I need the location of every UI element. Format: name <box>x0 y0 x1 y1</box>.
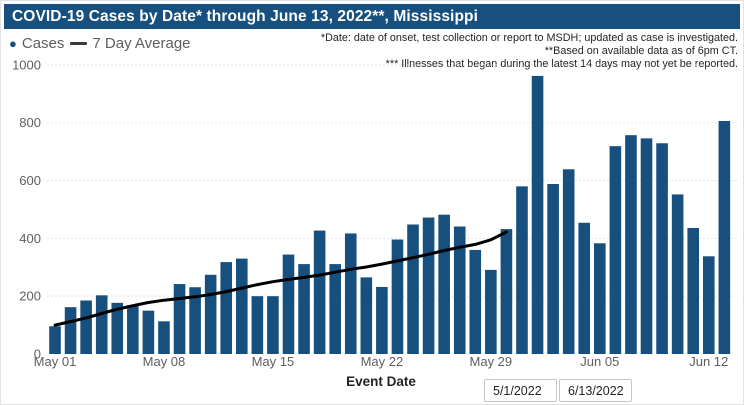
bar-May-24[interactable] <box>407 224 419 354</box>
bar-May-10[interactable] <box>189 287 201 354</box>
bar-May-19[interactable] <box>329 264 341 354</box>
legend-item-cases[interactable]: ● Cases <box>9 35 64 52</box>
bar-May-17[interactable] <box>298 264 310 354</box>
x-tick-label-May-29: May 29 <box>470 354 513 369</box>
bar-Jun-01[interactable] <box>531 75 544 354</box>
bar-May-26[interactable] <box>438 214 450 354</box>
average-line-icon <box>70 41 88 45</box>
bar-May-30[interactable] <box>500 229 513 354</box>
bar-May-11[interactable] <box>204 274 217 354</box>
legend-cases-label: Cases <box>21 34 65 52</box>
annotations: *Date: date of onset, test collection or… <box>321 32 738 70</box>
bar-May-05[interactable] <box>111 302 124 354</box>
bar-Jun-06[interactable] <box>609 146 622 354</box>
bar-May-09[interactable] <box>173 284 186 354</box>
bar-Jun-13[interactable] <box>718 121 731 354</box>
bar-Jun-03[interactable] <box>562 169 575 354</box>
bar-May-06[interactable] <box>127 305 139 354</box>
bar-May-22[interactable] <box>376 286 388 354</box>
bar-May-12[interactable] <box>220 262 233 354</box>
seven-day-average-line <box>53 230 508 327</box>
bar-May-18[interactable] <box>313 230 326 354</box>
x-tick-label-May-15: May 15 <box>252 354 295 369</box>
bar-May-08[interactable] <box>158 321 170 354</box>
bar-May-25[interactable] <box>422 217 435 354</box>
bar-Jun-11[interactable] <box>687 227 700 354</box>
x-tick-label-May-22: May 22 <box>361 354 404 369</box>
annotation-date-definition: *Date: date of onset, test collection or… <box>320 32 738 44</box>
bar-Jun-09[interactable] <box>656 143 668 354</box>
bar-May-03[interactable] <box>80 300 92 354</box>
title-bar: COVID-19 Cases by Date* through June 13,… <box>4 4 740 29</box>
bar-Jun-02[interactable] <box>547 184 559 354</box>
y-tick-label-0: 0 <box>34 347 41 362</box>
date-range-end-input[interactable] <box>559 379 632 402</box>
bar-May-23[interactable] <box>391 239 404 354</box>
x-tick-label-Jun-05: Jun 05 <box>580 354 619 369</box>
legend: ● Cases 7 Day Average <box>9 34 191 52</box>
bar-Jun-05[interactable] <box>594 243 606 354</box>
x-tick-label-May-01: May 01 <box>34 354 77 369</box>
bar-May-28[interactable] <box>469 249 482 354</box>
bar-May-14[interactable] <box>251 296 264 354</box>
page-title: COVID-19 Cases by Date* through June 13,… <box>12 7 478 25</box>
bar-May-29[interactable] <box>485 269 497 354</box>
bar-Jun-07[interactable] <box>625 135 637 354</box>
annotation-latest-14-days: *** Illnesses that began during the late… <box>385 57 738 70</box>
bar-Jun-10[interactable] <box>671 194 684 354</box>
bar-May-20[interactable] <box>344 233 357 354</box>
cases-dot-icon: ● <box>9 35 17 51</box>
y-tick-label-1000: 1000 <box>12 57 41 72</box>
bar-May-15[interactable] <box>267 296 279 354</box>
bar-May-01[interactable] <box>49 326 61 354</box>
legend-item-7day-average[interactable]: 7 Day Average <box>70 34 191 52</box>
bar-Jun-04[interactable] <box>578 222 591 354</box>
annotation-data-asof: **Based on available data as of 6pm CT. <box>544 44 738 57</box>
bar-May-13[interactable] <box>235 258 248 354</box>
bar-May-16[interactable] <box>282 254 295 354</box>
x-tick-label-Jun-12: Jun 12 <box>689 354 728 369</box>
bar-Jun-12[interactable] <box>702 256 715 354</box>
y-tick-label-400: 400 <box>19 231 41 246</box>
y-tick-label-800: 800 <box>19 115 41 130</box>
bar-Jun-08[interactable] <box>640 138 653 354</box>
date-range-start-input[interactable] <box>484 379 557 402</box>
y-tick-label-200: 200 <box>19 289 41 304</box>
bar-May-07[interactable] <box>142 310 155 354</box>
bar-May-21[interactable] <box>360 277 373 354</box>
bar-May-04[interactable] <box>95 295 108 354</box>
legend-average-label: 7 Day Average <box>92 34 191 52</box>
bar-May-27[interactable] <box>453 226 466 354</box>
y-tick-label-600: 600 <box>19 173 41 188</box>
bar-May-02[interactable] <box>64 307 77 354</box>
bar-May-31[interactable] <box>516 186 528 354</box>
x-axis-title: Event Date <box>346 374 416 389</box>
x-tick-label-May-08: May 08 <box>143 354 186 369</box>
